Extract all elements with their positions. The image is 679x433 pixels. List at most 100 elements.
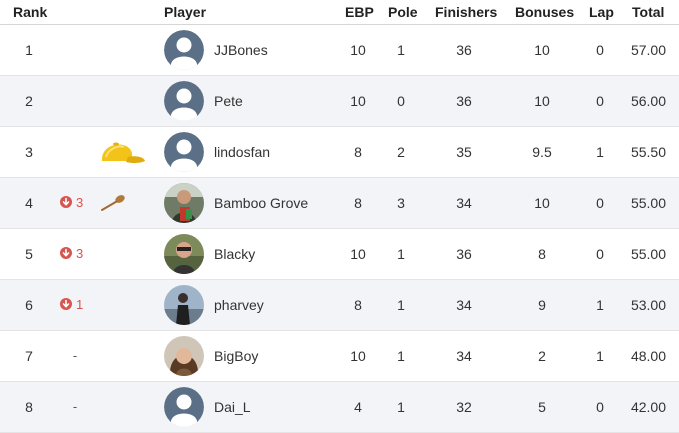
table-row: 4 3 Bamboo Grove 8 3 34 10 0 55.00 — [0, 178, 679, 229]
change-value: 3 — [76, 195, 84, 210]
bonuses-cell: 2 — [538, 348, 546, 364]
table-row: 2 Pete 10 0 36 10 0 56.00 — [0, 76, 679, 127]
table-header: Rank Player EBP Pole Finishers Bonuses L… — [0, 0, 679, 25]
finishers-cell: 36 — [456, 42, 472, 58]
yellow-cap-icon — [98, 137, 146, 172]
player-name[interactable]: Dai_L — [214, 399, 251, 415]
pole-cell: 1 — [397, 42, 405, 58]
table-row: 6 1 pharvey 8 1 34 9 1 53.00 — [0, 280, 679, 331]
pole-cell: 0 — [397, 93, 405, 109]
ebp-cell: 8 — [354, 297, 362, 313]
ebp-cell: 4 — [354, 399, 362, 415]
lap-cell: 1 — [596, 144, 604, 160]
header-lap[interactable]: Lap — [589, 4, 614, 20]
position-change: 3 — [60, 178, 90, 228]
header-ebp[interactable]: EBP — [345, 4, 374, 20]
total-cell: 55.00 — [630, 246, 666, 262]
total-cell: 57.00 — [630, 42, 666, 58]
finishers-cell: 34 — [456, 348, 472, 364]
player-name[interactable]: JJBones — [214, 42, 268, 58]
default-avatar-icon[interactable] — [164, 132, 204, 172]
pole-cell: 1 — [397, 348, 405, 364]
player-name[interactable]: Pete — [214, 93, 243, 109]
lap-cell: 0 — [596, 42, 604, 58]
table-row: 7 - BigBoy 10 1 34 2 1 48.00 — [0, 331, 679, 382]
player-name[interactable]: Blacky — [214, 246, 256, 262]
lap-cell: 0 — [596, 246, 604, 262]
header-player[interactable]: Player — [164, 4, 207, 20]
position-change: - — [72, 348, 78, 363]
pole-cell: 1 — [397, 297, 405, 313]
total-cell: 56.00 — [630, 93, 666, 109]
down-arrow-circle-icon — [60, 195, 72, 208]
bonuses-cell: 5 — [538, 399, 546, 415]
lap-cell: 1 — [596, 297, 604, 313]
ebp-cell: 10 — [350, 42, 366, 58]
player-name[interactable]: Bamboo Grove — [214, 195, 309, 211]
lap-cell: 0 — [596, 195, 604, 211]
rank-cell: 3 — [25, 144, 33, 160]
rank-cell: 1 — [25, 42, 33, 58]
down-arrow-circle-icon — [60, 246, 72, 259]
player-avatar[interactable] — [164, 234, 204, 274]
bonuses-cell: 10 — [534, 93, 550, 109]
player-avatar[interactable] — [164, 336, 204, 376]
table-row: 1 JJBones 10 1 36 10 0 57.00 — [0, 25, 679, 76]
default-avatar-icon[interactable] — [164, 387, 204, 427]
bonuses-cell: 9.5 — [532, 144, 552, 160]
player-avatar[interactable] — [164, 183, 204, 223]
pole-cell: 1 — [397, 399, 405, 415]
total-cell: 42.00 — [630, 399, 666, 415]
total-cell: 48.00 — [630, 348, 666, 364]
header-total[interactable]: Total — [632, 4, 665, 20]
lap-cell: 0 — [596, 93, 604, 109]
finishers-cell: 35 — [456, 144, 472, 160]
player-name[interactable]: lindosfan — [214, 144, 271, 160]
bonuses-cell: 8 — [538, 246, 546, 262]
default-avatar-icon[interactable] — [164, 30, 204, 70]
position-change: 3 — [60, 229, 90, 279]
finishers-cell: 36 — [456, 246, 472, 262]
total-cell: 53.00 — [630, 297, 666, 313]
rank-cell: 4 — [25, 195, 33, 211]
table-row: 5 3 Blacky 10 1 36 8 0 55.00 — [0, 229, 679, 280]
ebp-cell: 10 — [350, 246, 366, 262]
pole-cell: 2 — [397, 144, 405, 160]
pole-cell: 1 — [397, 246, 405, 262]
player-avatar[interactable] — [164, 285, 204, 325]
rank-cell: 5 — [25, 246, 33, 262]
header-pole[interactable]: Pole — [388, 4, 418, 20]
position-change: - — [72, 399, 78, 414]
finishers-cell: 34 — [456, 297, 472, 313]
player-name[interactable]: pharvey — [214, 297, 264, 313]
bonuses-cell: 10 — [534, 195, 550, 211]
down-arrow-circle-icon — [60, 297, 72, 310]
change-value: 3 — [76, 246, 84, 261]
change-value: 1 — [76, 297, 84, 312]
rank-cell: 6 — [25, 297, 33, 313]
bonuses-cell: 10 — [534, 42, 550, 58]
header-rank[interactable]: Rank — [13, 4, 48, 20]
lap-cell: 1 — [596, 348, 604, 364]
rank-cell: 2 — [25, 93, 33, 109]
ebp-cell: 8 — [354, 195, 362, 211]
header-bonuses[interactable]: Bonuses — [515, 4, 575, 20]
wooden-spoon-icon — [100, 194, 126, 217]
finishers-cell: 34 — [456, 195, 472, 211]
default-avatar-icon[interactable] — [164, 81, 204, 121]
table-row: 3 lindosfan 8 2 35 9.5 1 55.50 — [0, 127, 679, 178]
ebp-cell: 10 — [350, 93, 366, 109]
lap-cell: 0 — [596, 399, 604, 415]
bonuses-cell: 9 — [538, 297, 546, 313]
table-row: 8 - Dai_L 4 1 32 5 0 42.00 — [0, 382, 679, 433]
total-cell: 55.00 — [630, 195, 666, 211]
finishers-cell: 32 — [456, 399, 472, 415]
pole-cell: 3 — [397, 195, 405, 211]
total-cell: 55.50 — [630, 144, 666, 160]
position-change: 1 — [60, 280, 90, 330]
header-finishers[interactable]: Finishers — [435, 4, 498, 20]
ebp-cell: 8 — [354, 144, 362, 160]
finishers-cell: 36 — [456, 93, 472, 109]
player-name[interactable]: BigBoy — [214, 348, 259, 364]
